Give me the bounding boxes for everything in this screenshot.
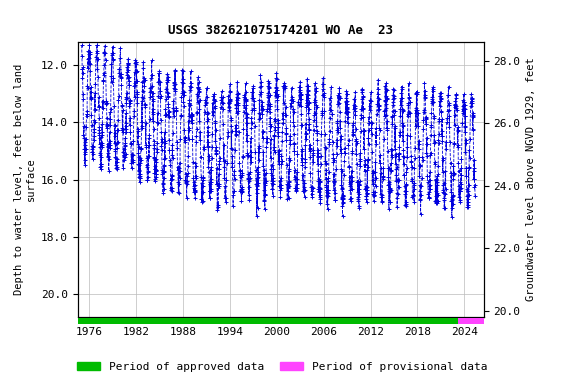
Y-axis label: Depth to water level, feet below land
surface: Depth to water level, feet below land su… — [14, 64, 36, 295]
Bar — [458, 317, 484, 325]
Legend: Period of approved data, Period of provisional data: Period of approved data, Period of provi… — [73, 358, 491, 377]
Y-axis label: Groundwater level above NGVD 1929, feet: Groundwater level above NGVD 1929, feet — [526, 58, 536, 301]
Title: USGS 382621075174201 WO Ae  23: USGS 382621075174201 WO Ae 23 — [168, 24, 393, 37]
